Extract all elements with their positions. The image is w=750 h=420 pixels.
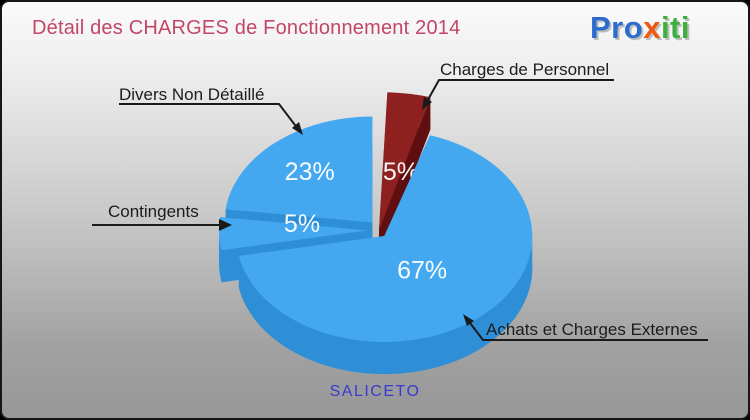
pie-slice-achats-et-charges-externes: 67% <box>238 135 533 375</box>
slice-value-label: 67% <box>397 257 447 285</box>
slice-value-label: 5% <box>284 210 320 238</box>
callout-label-achats-et-charges-externes: Achats et Charges Externes <box>486 320 698 339</box>
chart-title: Détail des CHARGES de Fonctionnement 201… <box>32 17 461 39</box>
callout-line-achats <box>466 318 708 341</box>
callout-label-charges-de-personnel: Charges de Personnel <box>440 60 610 79</box>
callout-arrow-contingents <box>219 219 232 231</box>
callout-label-contingents: Contingents <box>108 202 199 221</box>
callout-arrow-personnel <box>422 97 432 110</box>
slice-value-label: 23% <box>285 158 335 186</box>
logo-part-x: x <box>643 10 661 45</box>
callout-arrow-achats <box>463 314 474 326</box>
logo-part-iti: iti <box>660 10 690 45</box>
proxiti-logo: Proxiti <box>590 10 690 46</box>
callout-label-divers-non-detaille: Divers Non Détaillé <box>119 85 265 104</box>
callout-arrow-divers <box>292 122 303 135</box>
entity-name: SALICETO <box>329 383 421 400</box>
callout-line-personnel <box>424 79 614 106</box>
logo-part-pro: Pro <box>590 10 644 45</box>
callout-line-divers <box>119 103 299 130</box>
